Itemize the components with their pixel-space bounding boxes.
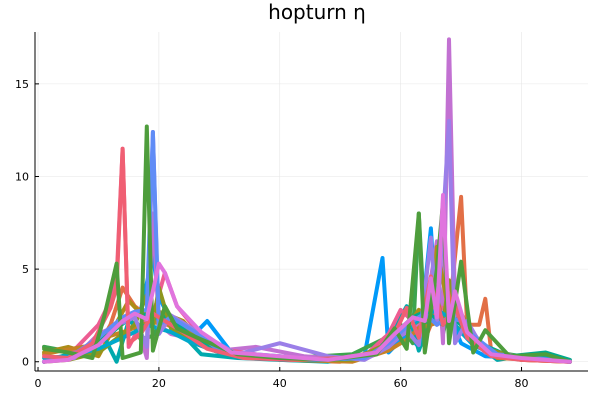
series-line-16 [42,193,572,364]
y-tick-label: 10 [15,170,29,183]
x-tick-label: 0 [35,377,42,390]
series-line-12 [42,118,572,364]
x-tick-label: 60 [394,377,408,390]
series-group [42,37,572,364]
x-tick-label: 20 [152,377,166,390]
y-tick-label: 15 [15,78,29,91]
x-tick-label: 40 [273,377,287,390]
y-tick-label: 5 [22,263,29,276]
tick-labels: 0 20 40 60 80 0 5 10 15 [15,78,529,390]
axes [34,32,588,372]
chart-title: hopturn η [268,0,366,24]
x-tick-label: 80 [515,377,529,390]
y-tick-label: 0 [22,356,29,369]
